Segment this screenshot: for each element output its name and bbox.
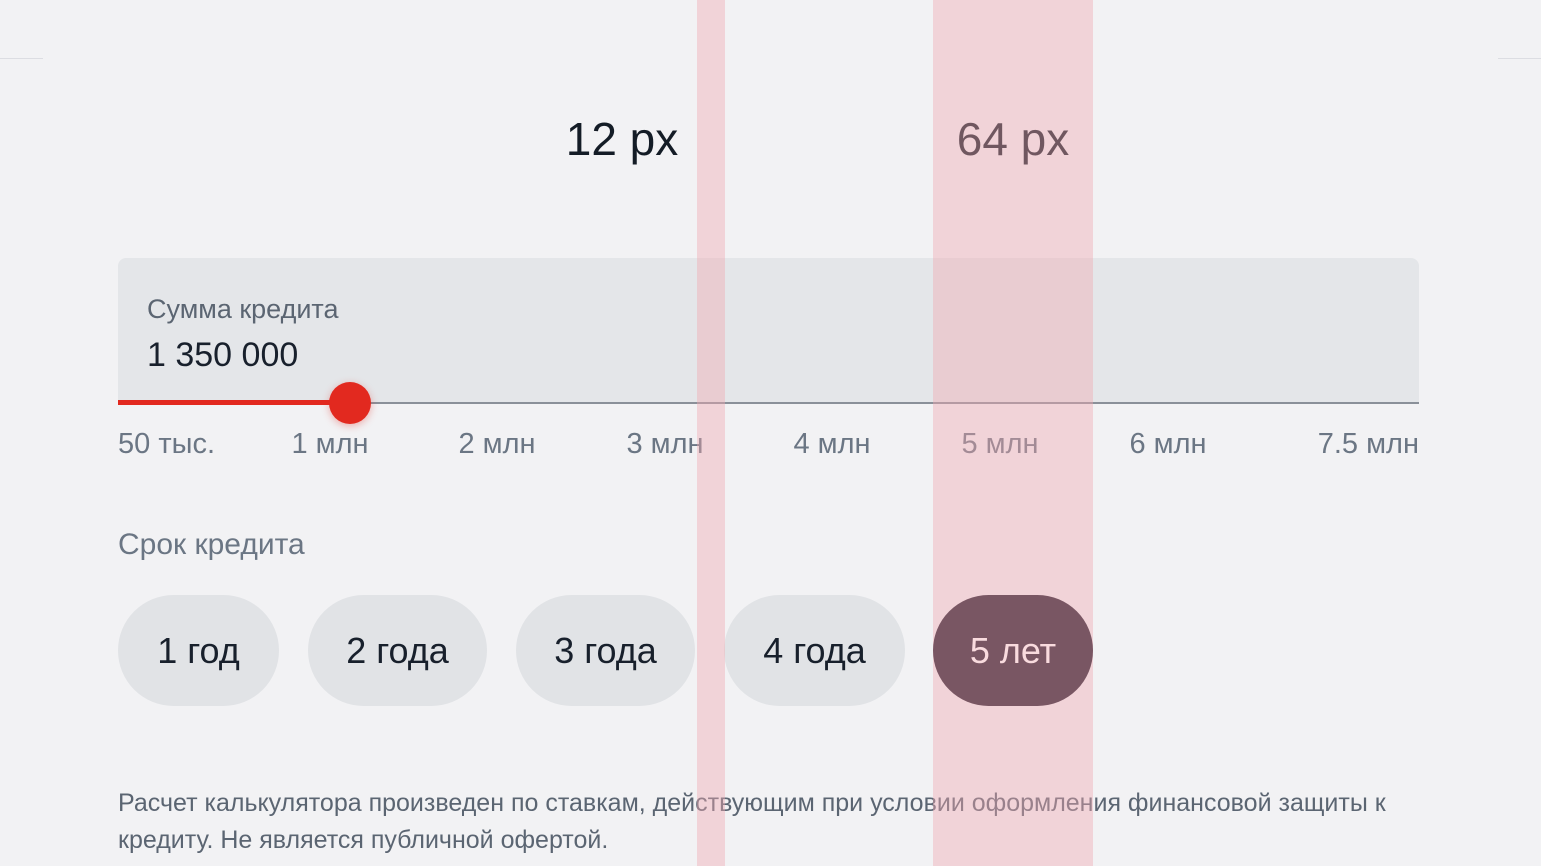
gap-measurement-label: 12 px [565, 113, 679, 165]
term-option-4-years[interactable]: 4 года [724, 595, 905, 706]
loan-amount-value[interactable]: 1 350 000 [147, 336, 299, 374]
term-option-2-years[interactable]: 2 года [308, 595, 487, 706]
divider [0, 58, 43, 59]
slider-tick: 6 млн [1129, 428, 1207, 460]
slider-thumb[interactable] [329, 382, 371, 424]
slider-tick: 2 млн [458, 428, 536, 460]
loan-amount-label: Сумма кредита [147, 294, 339, 324]
slider-tick: 3 млн [626, 428, 704, 460]
loan-amount-field[interactable]: Сумма кредита 1 350 000 [118, 258, 1419, 403]
term-option-1-year[interactable]: 1 год [118, 595, 279, 706]
slider-track[interactable] [118, 402, 1419, 404]
slider-tick: 5 млн [961, 428, 1039, 460]
slider-tick: 50 тыс. [118, 428, 215, 460]
slider-tick: 7.5 млн [1317, 428, 1419, 460]
term-option-3-years[interactable]: 3 года [516, 595, 695, 706]
chip-width-measurement-label: 64 px [956, 113, 1070, 165]
slider-fill [118, 400, 350, 405]
term-option-5-years[interactable]: 5 лет [933, 595, 1093, 706]
divider [1498, 58, 1541, 59]
slider-tick: 4 млн [793, 428, 871, 460]
loan-term-label: Срок кредита [118, 528, 305, 561]
slider-tick: 1 млн [291, 428, 369, 460]
disclaimer-text: Расчет калькулятора произведен по ставка… [118, 789, 1386, 854]
